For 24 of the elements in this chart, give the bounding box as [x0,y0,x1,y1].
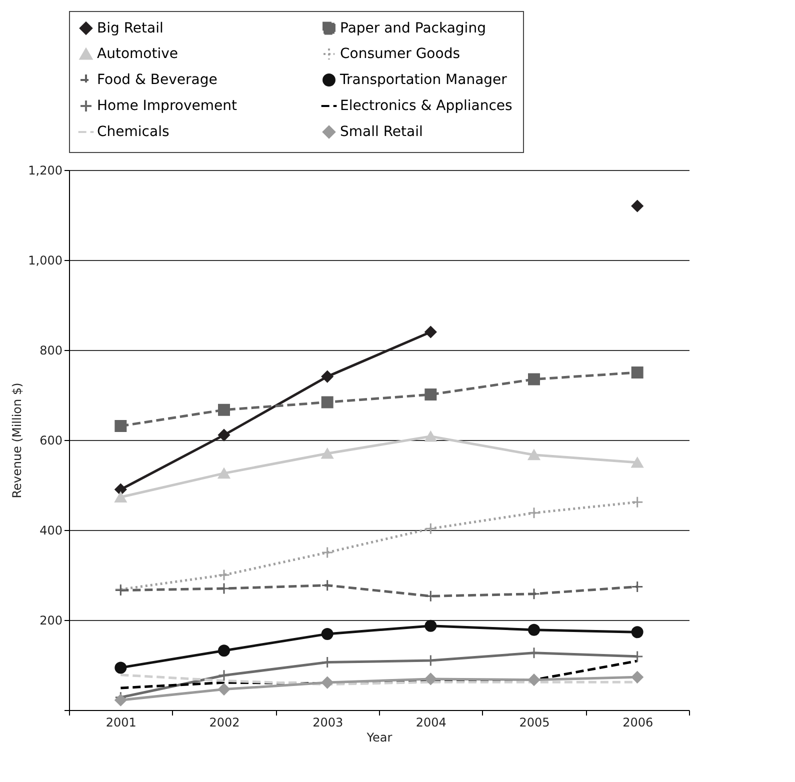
y-tick-label: 800 [40,344,62,358]
x-tick-label: 2006 [622,716,654,730]
y-tick-label: 1,000 [28,254,62,268]
y-tick-label: 1,200 [28,164,62,178]
x-tick-label: 2002 [209,716,240,730]
y-tick-label: 200 [40,614,62,628]
y-tick-label: 600 [40,434,62,448]
legend-label: Electronics & Appliances [340,98,512,114]
legend-label: Paper and Packaging [340,20,486,36]
x-axis-title: Year [366,730,392,744]
legend-label: Automotive [97,46,178,62]
legend-label: Home Improvement [97,98,238,114]
legend-label: Consumer Goods [340,46,460,62]
x-tick-label: 2005 [519,716,550,730]
x-tick-label: 2004 [416,716,446,730]
legend-label: Food & Beverage [97,72,218,88]
legend-label: Chemicals [97,124,170,140]
x-tick-label: 2001 [106,716,136,730]
legend-label: Transportation Manager [339,72,508,88]
y-tick-label: 400 [40,524,62,538]
legend-label: Small Retail [340,124,423,140]
legend-label: Big Retail [97,20,164,36]
y-axis-title: Revenue (Million $) [10,382,24,498]
x-tick-label: 2003 [312,716,344,730]
